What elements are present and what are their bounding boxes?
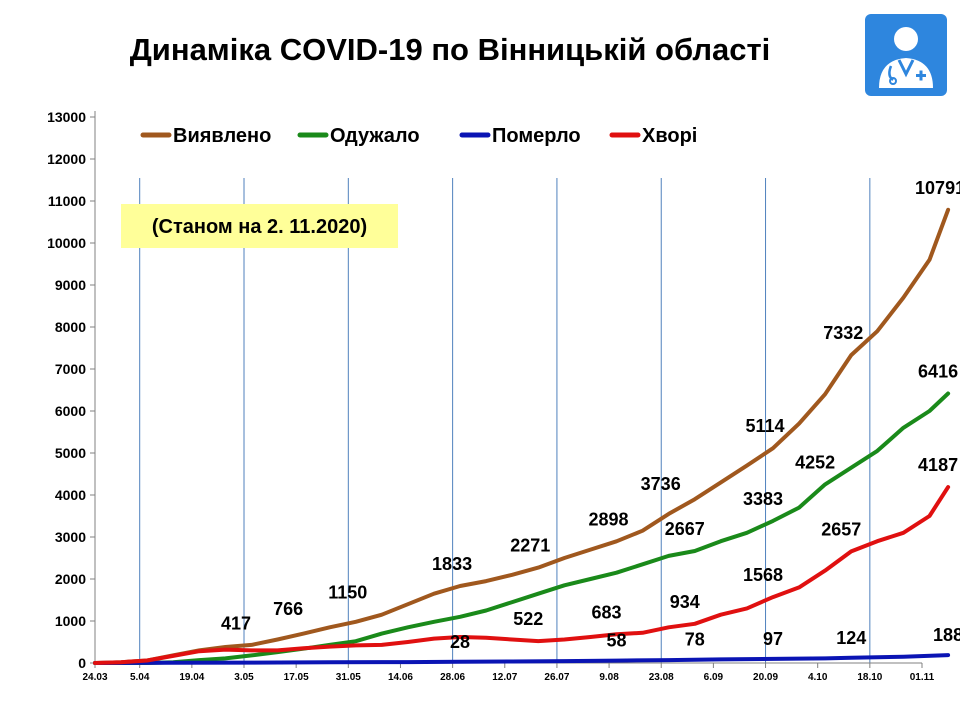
logo-stethoscope-head (889, 77, 897, 85)
x-tick-label: 01.11 (910, 672, 935, 683)
data-label: 766 (273, 599, 303, 619)
x-tick-label: 5.04 (130, 672, 150, 683)
data-label: 6416 (918, 362, 958, 382)
y-tick-label: 11000 (48, 193, 86, 209)
x-tick-label: 4.10 (808, 672, 828, 683)
legend-label: Одужало (330, 125, 420, 147)
data-label: 3736 (641, 474, 681, 494)
x-tick-label: 19.04 (179, 672, 204, 683)
x-tick-label: 26.07 (544, 672, 569, 683)
data-label: 10791 (915, 178, 960, 198)
note-box (121, 204, 398, 248)
y-tick-label: 2000 (55, 571, 86, 587)
data-label: 2898 (589, 509, 629, 529)
logo-stethoscope (888, 65, 894, 82)
data-label: 1150 (328, 583, 367, 603)
data-label: 934 (670, 592, 700, 612)
data-label: 97 (763, 629, 783, 649)
logo-head (894, 27, 918, 51)
x-tick-label: 31.05 (336, 672, 361, 683)
y-tick-label: 0 (78, 655, 86, 671)
y-tick-label: 9000 (55, 277, 86, 293)
y-tick-label: 12000 (47, 151, 86, 167)
x-tick-label: 17.05 (284, 672, 309, 683)
y-tick-label: 1000 (55, 613, 86, 629)
data-label: 1568 (743, 565, 783, 585)
logo-cross-v (919, 70, 923, 81)
y-tick-label: 13000 (47, 109, 86, 125)
x-tick-label: 6.09 (704, 672, 724, 683)
data-label: 2271 (510, 536, 550, 556)
series-line (93, 653, 951, 665)
data-label: 4252 (795, 452, 835, 472)
series-line (93, 391, 951, 665)
x-tick-label: 23.08 (649, 672, 674, 683)
x-tick-label: 3.05 (234, 672, 254, 683)
data-label: 188 (933, 625, 960, 645)
data-label: 3383 (743, 489, 783, 509)
data-label: 2667 (665, 519, 705, 539)
data-label: 78 (685, 630, 705, 650)
data-label: 1833 (432, 554, 472, 574)
note-text: (Станом на 2. 11.2020) (152, 216, 367, 238)
y-tick-label: 7000 (55, 361, 86, 377)
y-tick-label: 5000 (55, 445, 86, 461)
data-label: 28 (450, 632, 470, 652)
logo-collar (897, 59, 915, 78)
legend-label: Померло (492, 125, 581, 147)
doctor-icon (865, 14, 947, 96)
data-label: 683 (592, 602, 622, 622)
data-label: 4187 (918, 455, 958, 475)
data-label: 2657 (821, 519, 861, 539)
x-tick-label: 24.03 (82, 672, 107, 683)
y-tick-label: 4000 (55, 487, 86, 503)
y-tick-label: 10000 (47, 235, 86, 251)
data-label: 58 (607, 631, 627, 651)
data-label: 417 (221, 613, 251, 633)
x-tick-label: 20.09 (753, 672, 778, 683)
y-tick-label: 6000 (55, 403, 86, 419)
data-label: 124 (836, 628, 866, 648)
data-label: 522 (513, 609, 543, 629)
x-tick-label: 9.08 (599, 672, 619, 683)
x-tick-label: 18.10 (857, 672, 882, 683)
legend-label: Виявлено (173, 125, 271, 147)
data-label: 7332 (823, 323, 863, 343)
y-tick-label: 3000 (55, 529, 86, 545)
data-label: 5114 (745, 416, 784, 436)
series-line (93, 207, 951, 665)
y-tick-label: 8000 (55, 319, 86, 335)
series-line (93, 485, 951, 665)
x-tick-label: 14.06 (388, 672, 413, 683)
x-tick-label: 12.07 (492, 672, 517, 683)
x-tick-label: 28.06 (440, 672, 465, 683)
chart-title: Динаміка COVID-19 по Вінницькій області (129, 32, 771, 67)
legend-label: Хворі (642, 125, 697, 147)
